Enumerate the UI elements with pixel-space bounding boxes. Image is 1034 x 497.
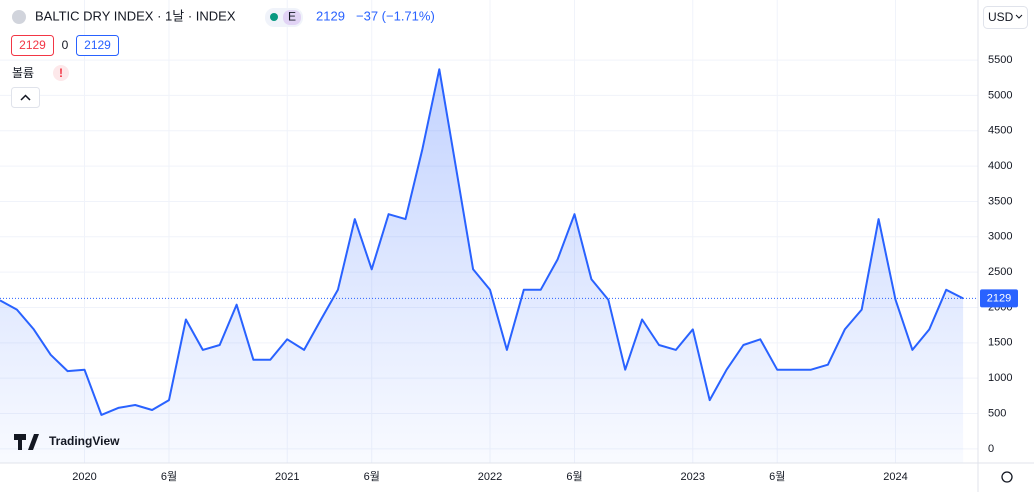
collapse-icon	[20, 94, 31, 101]
sell-box[interactable]	[11, 35, 54, 56]
area-fill	[0, 69, 964, 464]
x-tick-label: 2023	[681, 471, 705, 483]
currency-caret	[1015, 14, 1023, 19]
change: −37 (−1.71%)	[356, 8, 435, 23]
badge-text: E	[288, 10, 296, 24]
y-tick-label: 3500	[988, 195, 1012, 207]
buy[interactable]: 2129	[84, 38, 111, 52]
currency[interactable]: USD	[988, 10, 1014, 24]
y-tick-label: 1500	[988, 337, 1012, 349]
y-tick-label: 0	[988, 443, 994, 455]
x-tick-label: 2024	[883, 471, 907, 483]
y-tick-label: 5500	[988, 54, 1012, 66]
currency-button[interactable]	[983, 6, 1028, 29]
logo-icon	[14, 434, 39, 450]
y-tick-label: 2500	[988, 266, 1012, 278]
y-tick-label: 4500	[988, 125, 1012, 137]
price-label-bg	[980, 289, 1018, 308]
symbol[interactable]: BALTIC DRY INDEX · 1날 · INDEX	[35, 8, 236, 23]
alert-bg	[53, 65, 69, 81]
y-tick-label: 500	[988, 407, 1006, 419]
x-tick-label: 2022	[478, 471, 502, 483]
price-label: 2129	[987, 292, 1011, 304]
collapse-button[interactable]	[11, 87, 40, 108]
y-tick-label: 5000	[988, 89, 1012, 101]
x-tick-label: 2021	[275, 471, 299, 483]
spread: 0	[62, 38, 69, 52]
y-tick-label: 4000	[988, 160, 1012, 172]
x-tick-label: 6월	[566, 470, 582, 483]
volume-label: 볼륨	[12, 66, 34, 80]
last-price: 2129	[316, 8, 345, 23]
badge	[283, 10, 301, 25]
x-tick-label: 6월	[161, 470, 177, 483]
alert[interactable]: !	[59, 66, 63, 80]
x-tick-label: 6월	[364, 470, 380, 483]
line	[0, 68, 964, 416]
symbol-icon	[12, 10, 26, 24]
settings-icon[interactable]	[1001, 471, 1013, 483]
logo: TradingView	[49, 434, 120, 448]
status-dot	[270, 13, 278, 21]
x-tick-label: 2020	[72, 471, 96, 483]
buy-box[interactable]	[76, 35, 119, 56]
y-tick-label: 3000	[988, 231, 1012, 243]
sell[interactable]: 2129	[19, 38, 46, 52]
x-tick-label: 6월	[769, 470, 785, 483]
y-tick-label: 1000	[988, 372, 1012, 384]
